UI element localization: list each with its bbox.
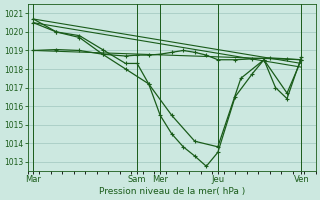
X-axis label: Pression niveau de la mer( hPa ): Pression niveau de la mer( hPa ) [99, 187, 245, 196]
